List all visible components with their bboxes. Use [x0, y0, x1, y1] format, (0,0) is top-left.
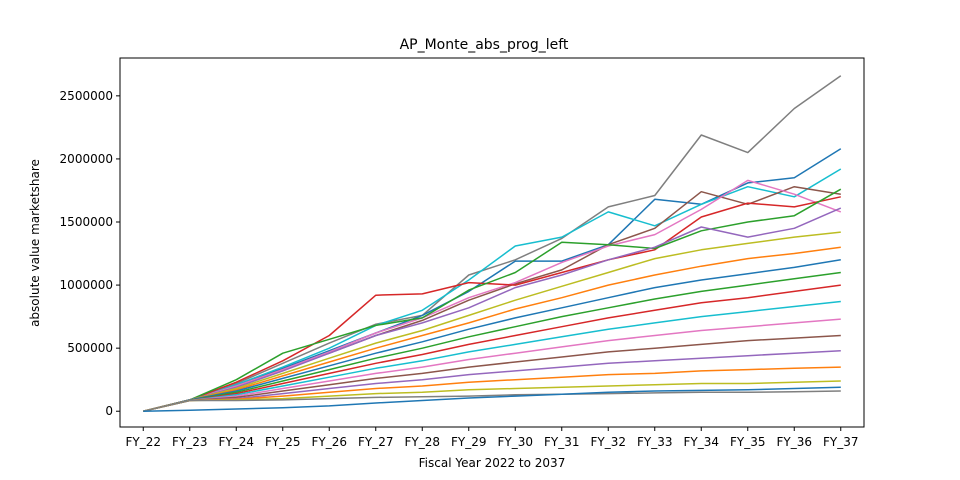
series-line-8 — [143, 207, 842, 412]
y-axis-label: absolute value marketshare — [28, 159, 42, 327]
y-tick-label: 1000000 — [60, 278, 113, 292]
plot-area-frame — [119, 57, 865, 428]
y-tick-label: 500000 — [67, 341, 113, 355]
series-line-5 — [143, 179, 842, 412]
x-tick-label: FY_34 — [683, 435, 719, 449]
series-line-13 — [143, 284, 841, 412]
x-axis-label: Fiscal Year 2022 to 2037 — [419, 456, 566, 470]
series-line-20 — [143, 390, 841, 412]
series-line-6 — [143, 196, 841, 412]
x-tick-label: FY_35 — [730, 435, 766, 449]
x-tick-label: FY_29 — [451, 435, 487, 449]
y-tick-label: 0 — [105, 404, 113, 418]
series-line-1 — [143, 75, 842, 412]
series-line-19 — [143, 380, 841, 412]
y-tick-label: 2500000 — [60, 89, 113, 103]
x-tick-label: FY_26 — [311, 435, 347, 449]
series-line-14 — [143, 300, 841, 412]
x-tick-label: FY_28 — [404, 435, 440, 449]
series-layer — [143, 75, 842, 412]
x-tick-label: FY_25 — [265, 435, 301, 449]
series-line-16 — [143, 334, 841, 412]
x-tick-label: FY_33 — [637, 435, 673, 449]
series-line-17 — [143, 349, 841, 412]
x-axis-ticks: FY_22 FY_23 FY_24 FY_25 FY_26 FY_27 FY_28 FY_29… — [125, 427, 859, 449]
x-tick-label: FY_27 — [358, 435, 394, 449]
x-tick-label: FY_24 — [218, 435, 254, 449]
chart-title: AP_Monte_abs_prog_left — [400, 37, 569, 53]
series-line-11 — [143, 259, 841, 412]
x-tick-label: FY_37 — [823, 435, 859, 449]
x-tick-label: FY_36 — [776, 435, 812, 449]
series-line-21 — [143, 386, 841, 412]
series-line-9 — [143, 231, 841, 412]
x-tick-label: FY_32 — [590, 435, 626, 449]
series-line-12 — [143, 271, 841, 412]
y-tick-label: 2000000 — [60, 152, 113, 166]
x-tick-label: FY_22 — [125, 435, 161, 449]
series-line-7 — [143, 188, 842, 412]
series-line-18 — [143, 366, 841, 412]
y-axis-ticks: 0 500000 1000000 1500000 2000000 2500000 — [60, 89, 120, 418]
x-tick-label: FY_23 — [172, 435, 208, 449]
x-tick-label: FY_30 — [497, 435, 533, 449]
series-line-15 — [143, 318, 841, 412]
x-tick-label: FY_31 — [544, 435, 580, 449]
series-line-10 — [143, 246, 841, 412]
y-tick-label: 1500000 — [60, 215, 113, 229]
